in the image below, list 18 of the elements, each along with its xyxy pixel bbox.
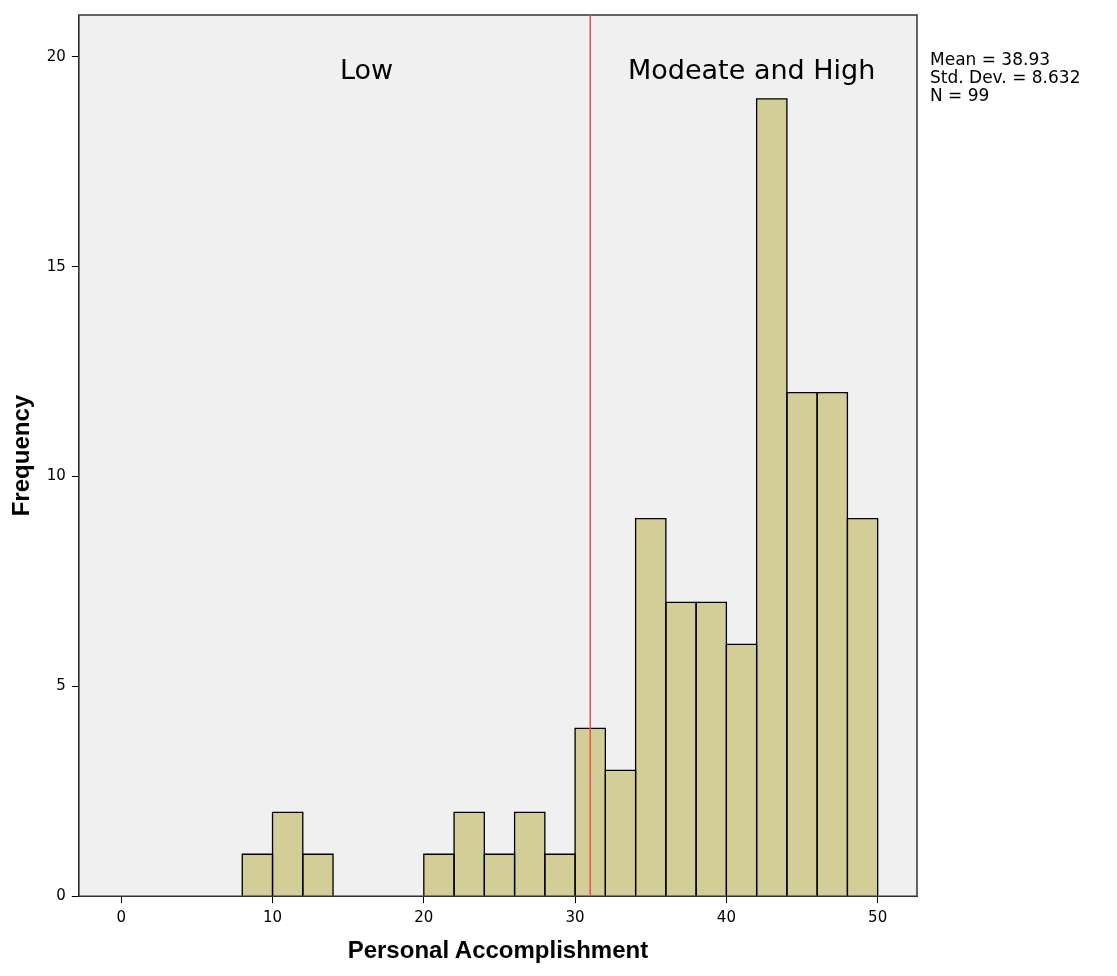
- x-tick-label: 40: [716, 908, 736, 927]
- x-tick-label: 50: [868, 908, 888, 927]
- y-tick-label: 20: [46, 46, 66, 65]
- y-axis-title: Frequency: [7, 394, 35, 517]
- x-tick-label: 30: [565, 908, 585, 927]
- y-tick-label: 5: [56, 676, 66, 695]
- annotation: Modeate and High: [628, 54, 876, 85]
- y-tick-label: 0: [56, 886, 66, 905]
- y-tick-label: 15: [46, 256, 66, 275]
- x-axis-title: Personal Accomplishment: [347, 936, 649, 964]
- text: Mean = 38.93: [930, 49, 1052, 69]
- text: Std. Dev. = 8.632: [930, 67, 1081, 87]
- x-tick-label: 10: [262, 908, 283, 927]
- annotation: Low: [340, 54, 394, 85]
- text: N = 99: [930, 85, 991, 105]
- x-tick-label: 0: [116, 908, 127, 927]
- y-tick-label: 10: [46, 466, 66, 485]
- x-tick-label: 20: [414, 908, 434, 927]
